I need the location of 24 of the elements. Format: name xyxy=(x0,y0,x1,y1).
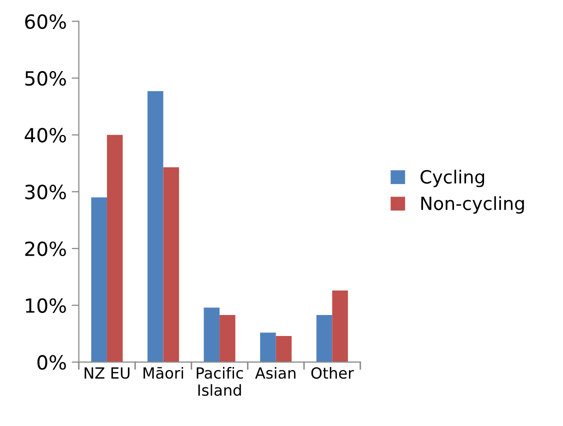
bar xyxy=(106,134,123,362)
legend-label: Non-cycling xyxy=(421,196,524,214)
y-tick-label: 0% xyxy=(37,355,66,370)
bar xyxy=(204,308,220,362)
y-tick-label: 60% xyxy=(25,14,66,29)
bar xyxy=(332,290,348,362)
x-tick-label: Asian xyxy=(255,366,296,379)
y-tick-label: 40% xyxy=(24,128,66,143)
x-tick-label: Pacific Island xyxy=(196,366,243,396)
y-tick-label: 10% xyxy=(26,298,66,313)
y-tick-label: 50% xyxy=(25,71,66,86)
y-tick-label: 30% xyxy=(25,184,66,200)
bar xyxy=(316,314,332,362)
bar xyxy=(260,332,276,362)
y-tick-label: 20% xyxy=(25,241,66,256)
bar xyxy=(163,167,180,362)
bar xyxy=(91,197,107,362)
bar xyxy=(148,91,164,362)
bar xyxy=(276,336,292,362)
x-tick-label: Māori xyxy=(144,366,184,379)
legend-label: Cycling xyxy=(420,170,484,188)
x-tick-label: Other xyxy=(311,366,354,379)
x-tick-label: NZ EU xyxy=(84,367,130,379)
bar xyxy=(220,314,236,362)
